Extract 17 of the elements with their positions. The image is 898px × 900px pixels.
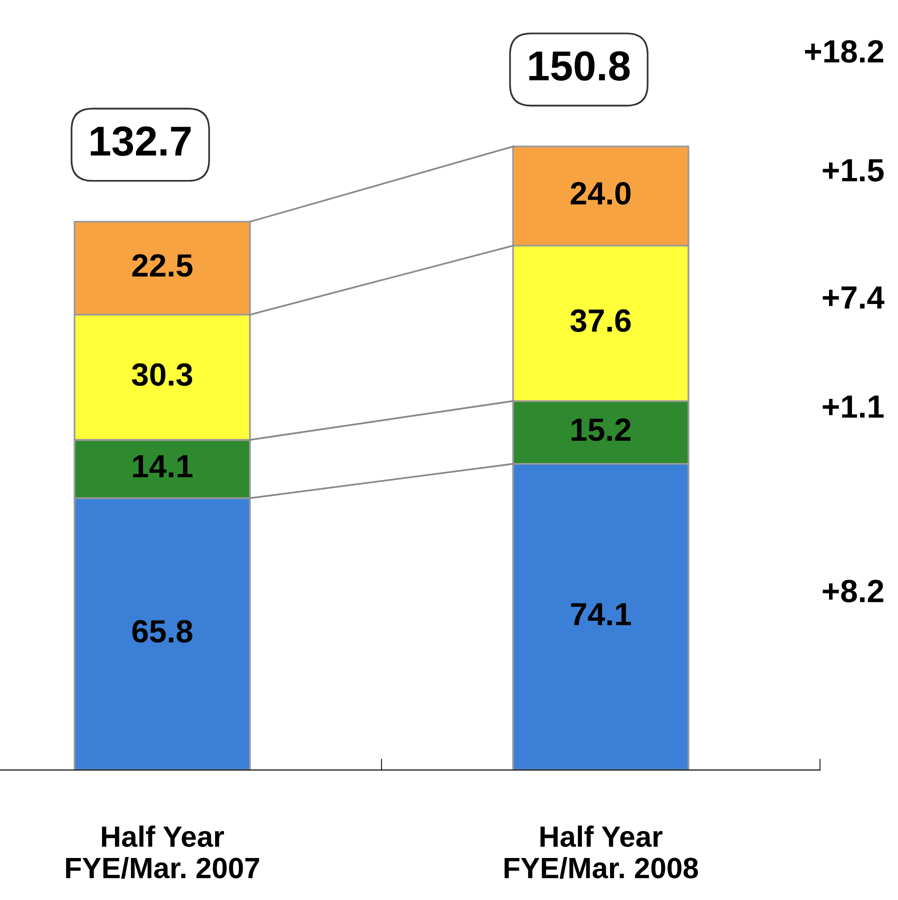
data-label: 22.5 (132, 254, 192, 277)
data-label: 30.3 (132, 363, 192, 386)
x-tick-label: Half Year FYE/Mar. 2007 (66, 826, 260, 879)
data-label: 14.1 (133, 455, 192, 478)
data-label: 24.0 (570, 182, 631, 205)
text: +1.5 (822, 159, 884, 182)
data-label: 37.6 (570, 309, 631, 332)
text: +8.2 (822, 580, 884, 602)
total-label: 132.7 (90, 126, 191, 156)
data-label: 15.2 (572, 418, 631, 442)
x-tick-label: Half Year FYE/Mar. 2008 (504, 826, 698, 879)
text: +18.2 (805, 40, 884, 63)
text: +1.1 (822, 396, 884, 418)
data-label: 74.1 (571, 603, 631, 626)
text: +7.4 (822, 286, 884, 309)
total-label: 150.8 (529, 51, 630, 81)
data-label: 65.8 (132, 620, 192, 643)
